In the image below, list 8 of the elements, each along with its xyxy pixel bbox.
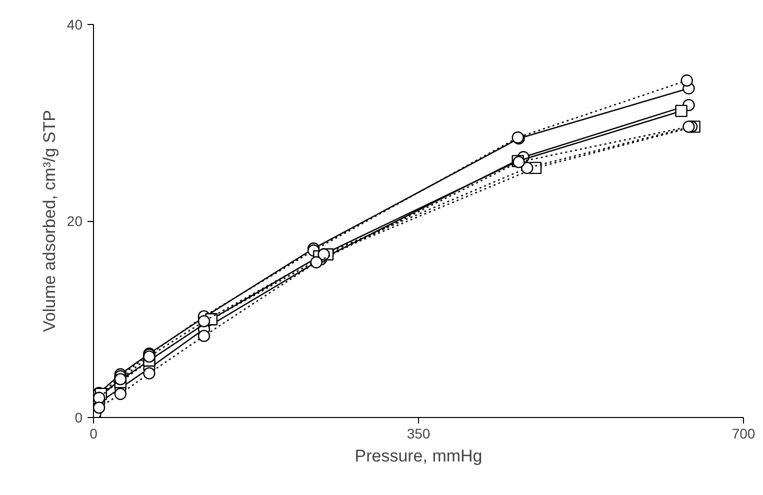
x-axis-title: Pressure, mmHg	[354, 446, 482, 466]
x-tick-label: 350	[406, 426, 430, 442]
y-tick-label: 20	[66, 213, 83, 229]
y-tick-label: 0	[74, 410, 83, 426]
x-tick-label: 700	[732, 426, 756, 442]
y-axis-title: Volume adsorbed, cm³/g STP	[40, 110, 59, 332]
x-tick-label: 0	[90, 426, 98, 442]
y-tick-label: 40	[66, 16, 83, 32]
